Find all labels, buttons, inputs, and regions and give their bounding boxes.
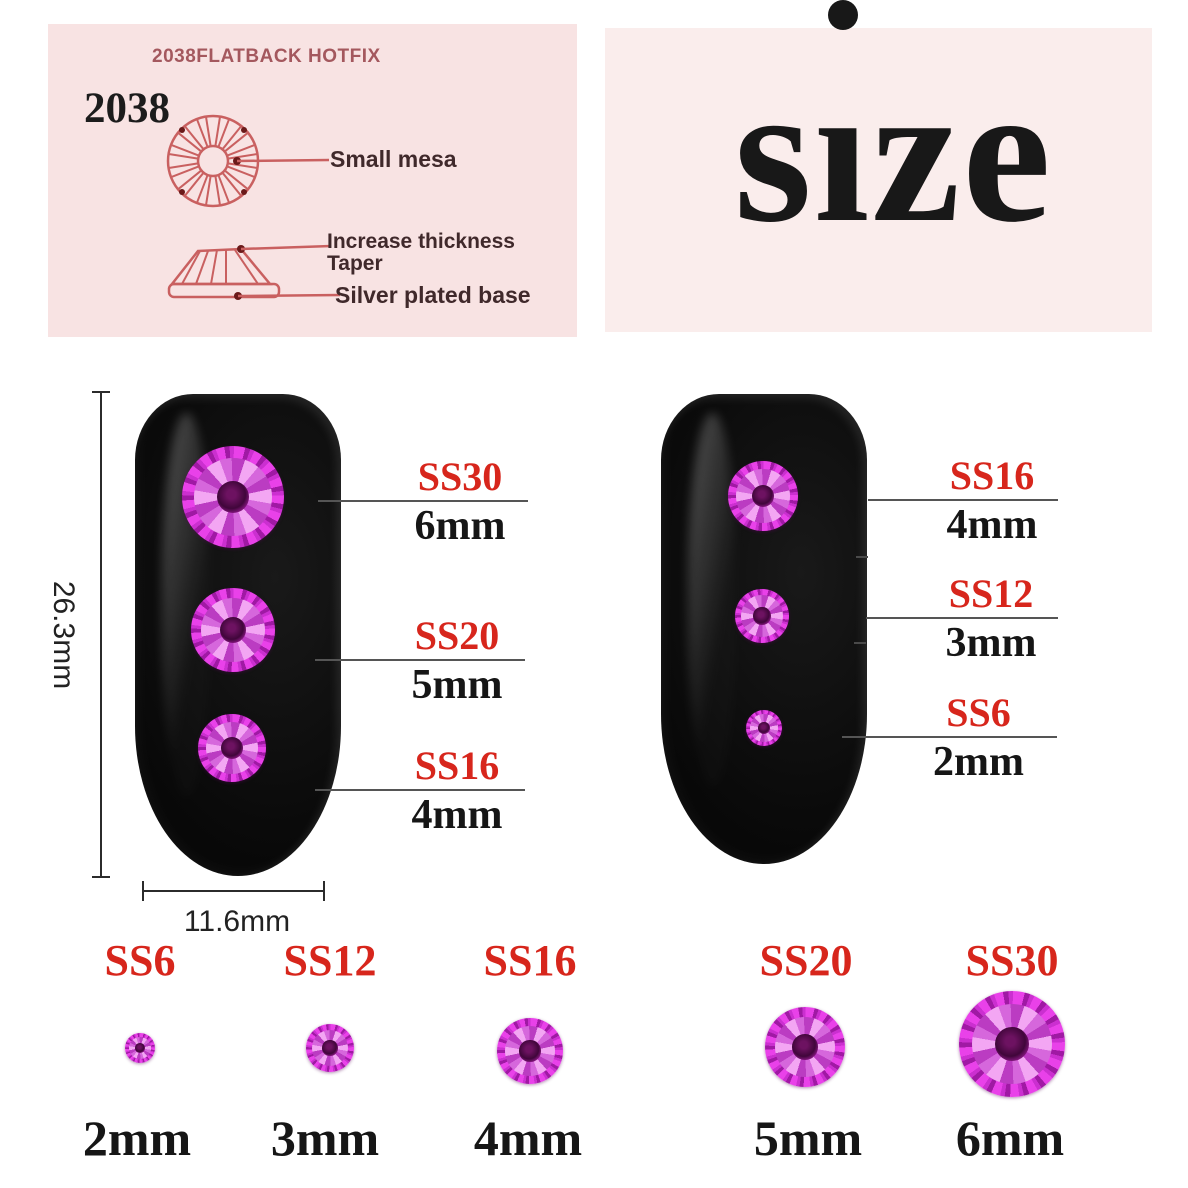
width-measure-tick-right	[323, 881, 325, 901]
rhinestone-diagram	[166, 114, 341, 300]
chart-label-ss6: SS6	[104, 936, 176, 985]
width-measure-line	[143, 890, 325, 892]
callout-leader-line	[315, 789, 525, 791]
small-mesa-label: Small mesa	[330, 146, 457, 172]
chart-stone-ss12	[306, 1024, 354, 1072]
nail-length-label: 26.3mm	[47, 580, 80, 690]
rhinestone-ss6-on-nail	[746, 710, 782, 746]
callout-ss12-code: SS12	[948, 571, 1034, 616]
rhinestone-ss30-on-nail	[182, 446, 284, 548]
callout-ss6-code: SS6	[946, 690, 1011, 735]
nail-width-label: 11.6mm	[183, 905, 291, 938]
tick-dash	[856, 556, 868, 558]
callout-ss16-right: SS16 4mm	[868, 455, 1058, 547]
spec-panel: 2038FLATBACK HOTFIX 2038	[48, 24, 577, 337]
callout-leader-line	[315, 659, 525, 661]
callout-ss30: SS30 6mm	[318, 456, 528, 548]
chart-size-2mm: 2mm	[82, 1110, 192, 1166]
size-title: sı ze	[635, 0, 1152, 254]
callout-ss30-code: SS30	[417, 454, 503, 499]
callout-leader-line	[866, 617, 1058, 619]
length-measure-line	[100, 392, 102, 878]
callout-ss16-left: SS16 4mm	[315, 745, 525, 837]
chart-label-ss20: SS20	[759, 936, 853, 985]
callout-leader-line	[318, 500, 528, 502]
callout-leader-line	[842, 736, 1057, 738]
silver-plated-base-label: Silver plated base	[335, 282, 531, 308]
callout-leader-line	[868, 499, 1058, 501]
chart-size-4mm: 4mm	[473, 1110, 583, 1166]
callout-ss6-size: 2mm	[933, 739, 1024, 785]
chart-label-ss16: SS16	[483, 936, 577, 985]
callout-ss20-size: 5mm	[411, 662, 503, 708]
rhinestone-side-view-diagram	[167, 244, 341, 300]
callout-ss20-code: SS20	[414, 613, 500, 658]
callout-ss20: SS20 5mm	[315, 615, 525, 707]
rhinestone-top-view-diagram	[166, 114, 330, 208]
tick-dash	[854, 642, 866, 644]
callout-ss30-size: 6mm	[414, 503, 506, 549]
model-number: 2038	[84, 85, 170, 132]
size-panel: sı ze	[605, 0, 1152, 332]
callout-ss12: SS12 3mm	[866, 573, 1058, 665]
chart-stone-ss30	[959, 991, 1065, 1097]
taper-label: Taper	[327, 252, 383, 275]
rhinestone-ss20-on-nail	[191, 588, 275, 672]
callout-ss6: SS6 2mm	[842, 692, 1057, 784]
callout-ss16r-code: SS16	[949, 453, 1035, 498]
callout-ss16-size: 4mm	[411, 792, 503, 838]
rhinestone-ss16-on-nail	[198, 714, 266, 782]
chart-stone-ss20	[765, 1007, 845, 1087]
callout-ss16-code: SS16	[414, 743, 500, 788]
length-measure-tick-bottom	[92, 876, 110, 878]
chart-size-5mm: 5mm	[753, 1110, 863, 1166]
chart-label-ss30: SS30	[965, 936, 1059, 985]
rhinestone-ss12-on-nail	[735, 589, 789, 643]
callout-ss16r-size: 4mm	[946, 502, 1038, 548]
chart-size-6mm: 6mm	[955, 1110, 1065, 1166]
spec-panel-title: 2038FLATBACK HOTFIX	[152, 46, 381, 67]
chart-size-3mm: 3mm	[270, 1110, 380, 1166]
length-measure-tick-top	[92, 391, 110, 393]
rhinestone-ss16-on-nail-2	[728, 461, 798, 531]
callout-ss12-size: 3mm	[945, 620, 1037, 666]
width-measure-tick-left	[142, 881, 144, 901]
chart-stone-ss6	[125, 1033, 155, 1063]
chart-stone-ss16	[497, 1018, 563, 1084]
chart-label-ss12: SS12	[283, 936, 377, 985]
increase-thickness-label: Increase thickness	[327, 230, 515, 253]
